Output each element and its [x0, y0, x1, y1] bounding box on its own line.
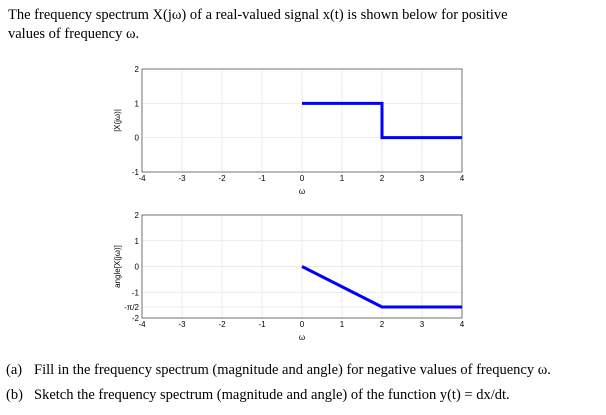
x-tick-label: -4 [138, 320, 146, 329]
axes-box [141, 214, 463, 319]
axes-box [141, 68, 463, 173]
x-tick-label: 4 [460, 174, 465, 183]
question-label: (a) [6, 362, 23, 378]
y-tick-label: 1 [135, 99, 140, 108]
y-tick-label: 1 [135, 237, 140, 246]
question-label: (b) [6, 387, 23, 403]
x-tick-label: 0 [300, 174, 305, 183]
x-tick-label: 4 [460, 320, 465, 329]
y-axis-label: |X(jω)| [113, 109, 122, 132]
x-axis-label: ω [299, 187, 305, 196]
x-tick-label: 2 [380, 320, 385, 329]
intro-line-1: The frequency spectrum X(jω) of a real-v… [8, 7, 508, 23]
x-tick-label: -3 [178, 320, 186, 329]
y-tick-label: -1 [132, 288, 140, 297]
x-tick-label: 3 [420, 174, 425, 183]
question-text: Fill in the frequency spectrum (magnitud… [34, 362, 551, 378]
question-b: (b) Sketch the frequency spectrum (magnit… [6, 387, 510, 404]
x-tick-label: -4 [138, 174, 146, 183]
x-tick-label: -2 [218, 320, 226, 329]
y-tick-label: -π/2 [124, 303, 139, 312]
y-tick-label: 0 [135, 134, 140, 143]
x-tick-label: 3 [420, 320, 425, 329]
y-tick-label: 0 [135, 263, 140, 272]
question-a: (a) Fill in the frequency spectrum (magni… [6, 362, 551, 379]
x-tick-label: 0 [300, 320, 305, 329]
y-tick-label: 2 [135, 65, 140, 74]
question-text: Sketch the frequency spectrum (magnitude… [34, 387, 510, 403]
y-tick-label: -1 [132, 168, 140, 177]
series-line [302, 101, 462, 140]
x-tick-label: -1 [258, 320, 266, 329]
y-axis-label: angle[X(jω)] [113, 245, 122, 288]
x-tick-label: 1 [340, 320, 345, 329]
series-line [301, 265, 462, 309]
y-tick-label: 2 [135, 211, 140, 220]
x-tick-label: 1 [340, 174, 345, 183]
x-tick-label: -3 [178, 174, 186, 183]
x-axis-label: ω [299, 333, 305, 342]
intro-line-2: values of frequency ω. [8, 26, 140, 42]
x-tick-label: -1 [258, 174, 266, 183]
y-tick-label: -2 [132, 314, 140, 323]
x-tick-label: 2 [380, 174, 385, 183]
x-tick-label: -2 [218, 174, 226, 183]
